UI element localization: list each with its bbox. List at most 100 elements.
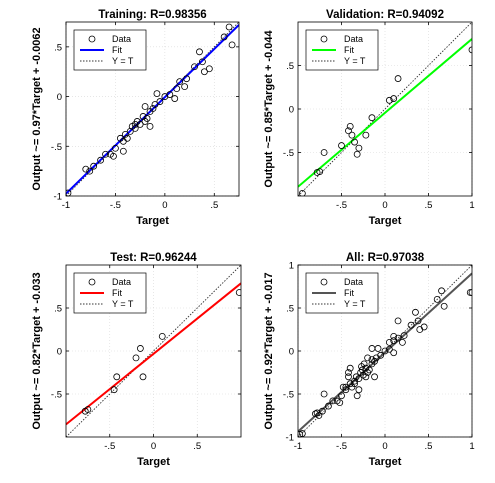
training-data-point [225, 23, 233, 31]
all-x-tick-label: -.5 [336, 441, 347, 452]
all-data-point [362, 373, 370, 381]
training-data-point [151, 101, 159, 108]
test-x-label: Target [137, 456, 170, 468]
all-x-tick-label: .5 [425, 441, 433, 452]
validation-data-point [353, 150, 361, 158]
training-data-point [149, 105, 157, 112]
all-data-point [355, 386, 363, 394]
all-data-point [400, 332, 408, 339]
training-x-tick-label: .5 [210, 200, 218, 211]
all-data-point [385, 338, 393, 346]
validation-data-point [351, 138, 358, 146]
validation-data-point [368, 114, 376, 122]
validation-x-tick-label: 1 [469, 200, 474, 211]
training-y-tick-label: .5 [54, 42, 62, 53]
validation-y-tick-label: -.5 [283, 148, 294, 159]
all-legend-fit-label: Fit [344, 288, 354, 298]
training-data-point [102, 150, 109, 158]
all-data-point [345, 373, 352, 381]
all-data-point [394, 317, 402, 325]
all-data-point [364, 354, 372, 362]
all-x-tick-label: 0 [382, 441, 387, 452]
training-y-label: Output ~= 0.97*Target + -0.0062 [31, 27, 43, 190]
validation-fit-line [298, 38, 472, 188]
all-y-tick-label: 0 [289, 347, 294, 358]
training-data-point [90, 162, 98, 170]
all-data-point [353, 392, 361, 400]
all-data-point [355, 375, 363, 382]
training-data-point [82, 165, 90, 173]
all-data-point [377, 351, 385, 359]
training-y-tick-label: 0 [57, 92, 62, 103]
training-data-point [143, 115, 151, 122]
all-data-point [466, 289, 472, 296]
all-data-point [440, 302, 448, 310]
all-data-point [345, 369, 352, 376]
all-legend-yt-label: Y = T [344, 299, 366, 309]
test-data-point [158, 332, 166, 340]
all-data-point [338, 392, 345, 400]
training-data-point [200, 68, 208, 76]
all-data-point [390, 332, 398, 340]
validation-data-point [345, 127, 352, 135]
all-data-point [407, 321, 415, 329]
all-x-label: Target [369, 456, 402, 468]
test-y-tick-label: 0 [57, 347, 62, 358]
all-data-point [365, 366, 373, 374]
training-x-tick-label: -1 [62, 200, 70, 211]
training-data-point [181, 83, 189, 91]
training-data-point [131, 121, 139, 128]
all-legend-data-marker [320, 278, 328, 286]
training-data-point [146, 123, 154, 130]
all-data-point [371, 357, 378, 365]
all-data-point [468, 289, 472, 296]
test-y-tick-label: -.5 [51, 390, 62, 401]
test-fit-line [66, 282, 241, 426]
test-legend-data-label: Data [112, 277, 131, 287]
all-data-point [315, 412, 323, 419]
validation-legend-fit-label: Fit [344, 45, 354, 55]
training-data-point [131, 124, 139, 132]
test-data-point [110, 386, 118, 394]
validation-x-tick-label: 0 [382, 200, 387, 211]
training-data-point [173, 85, 181, 93]
training-legend-data-label: Data [112, 34, 131, 44]
all-data-point [342, 386, 350, 394]
all-x-tick-label: 1 [469, 441, 474, 452]
training-data-point [205, 65, 213, 73]
validation-identity-line [298, 22, 472, 196]
training-data-point [123, 134, 131, 142]
all-data-point [325, 402, 332, 410]
training-data-point [119, 147, 127, 155]
test-y-label: Output ~= 0.82*Target + -0.033 [31, 272, 43, 429]
training-data-point [141, 103, 149, 110]
training-data-point [112, 144, 119, 152]
all-x-tick-label: -1 [294, 441, 302, 452]
test-title: Test: R=0.96244 [110, 252, 197, 264]
validation-title: Validation: R=0.94092 [326, 9, 444, 21]
all-data-point [358, 366, 366, 374]
all-data-point [346, 364, 354, 372]
all-data-point [385, 345, 393, 353]
training-data-point [86, 167, 94, 175]
test-plot: -.5 0 .5 -.5 0 .5 Test: R=0.96244 Target Output … [31, 252, 242, 468]
all-data-point [329, 397, 337, 405]
all-title: All: R=0.97038 [346, 252, 425, 264]
test-x-tick-label: .5 [193, 441, 201, 452]
test-data-point [84, 406, 92, 413]
validation-x-tick-label: .5 [425, 200, 433, 211]
validation-legend-box [305, 29, 379, 71]
test-data-point [113, 373, 121, 381]
test-legend-fit-label: Fit [112, 288, 122, 298]
all-data-point [374, 345, 382, 352]
training-data-point [171, 95, 179, 102]
validation-data-point [390, 95, 398, 102]
all-data-point [438, 287, 445, 295]
test-x-tick-label: -.5 [104, 441, 115, 452]
all-data-point [433, 295, 441, 303]
validation-y-tick-label: 0 [289, 105, 294, 116]
training-data-point [110, 152, 117, 160]
all-plot: -1 -.5 0 .5 1 -1 -.5 0 .5 1 All: R=0.97038 Target Ou… [263, 252, 475, 468]
